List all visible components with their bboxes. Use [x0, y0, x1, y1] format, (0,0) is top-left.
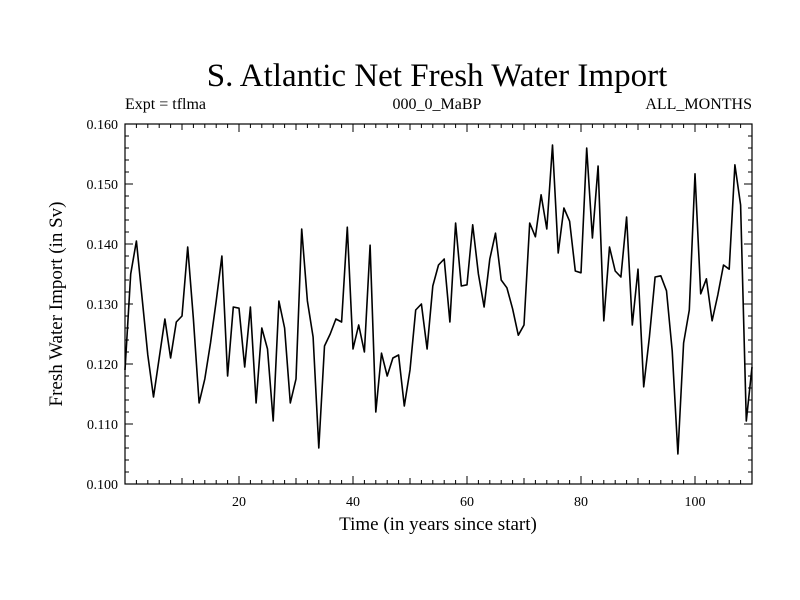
y-tick-label: 0.130: [87, 298, 119, 313]
x-tick-label: 20: [232, 495, 246, 510]
series-line-0: [124, 144, 753, 455]
y-tick-label: 0.120: [87, 358, 119, 373]
chart-subtitle-center: 000_0_MaBP: [393, 96, 482, 113]
chart-subtitle-right: ALL_MONTHS: [645, 96, 752, 113]
x-tick-label: 80: [574, 495, 588, 510]
y-axis-label: Fresh Water Import (in Sv): [46, 202, 67, 407]
x-axis: 20 40 60 80 100: [135, 124, 742, 510]
y-tick-label: 0.160: [87, 118, 119, 133]
y-tick-label: 0.150: [87, 178, 119, 193]
y-axis: 0.100 0.110 0.120 0.130 0.140 0.150 0.160: [87, 118, 752, 493]
chart-subtitle-left: Expt = tflma: [125, 96, 206, 113]
x-tick-label: 40: [346, 495, 360, 510]
plot-frame: [124, 123, 753, 485]
chart-title: S. Atlantic Net Fresh Water Import: [207, 58, 668, 94]
plot-area: [124, 144, 753, 455]
x-tick-label: 100: [685, 495, 706, 510]
y-tick-label: 0.140: [87, 238, 119, 253]
x-tick-label: 60: [460, 495, 474, 510]
y-tick-label: 0.100: [87, 478, 119, 493]
x-axis-label: Time (in years since start): [339, 514, 537, 535]
y-tick-label: 0.110: [87, 418, 118, 433]
